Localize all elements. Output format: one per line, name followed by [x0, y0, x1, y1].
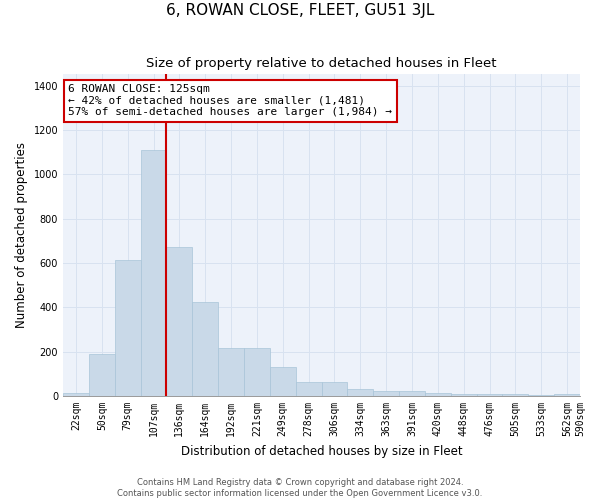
Bar — [529, 395, 554, 396]
Text: 6 ROWAN CLOSE: 125sqm
← 42% of detached houses are smaller (1,481)
57% of semi-d: 6 ROWAN CLOSE: 125sqm ← 42% of detached … — [68, 84, 392, 117]
Title: Size of property relative to detached houses in Fleet: Size of property relative to detached ho… — [146, 58, 497, 70]
Bar — [270, 367, 296, 396]
Bar — [63, 392, 89, 396]
Bar — [347, 390, 373, 396]
X-axis label: Distribution of detached houses by size in Fleet: Distribution of detached houses by size … — [181, 444, 463, 458]
Y-axis label: Number of detached properties: Number of detached properties — [15, 142, 28, 328]
Bar — [322, 382, 347, 396]
Bar — [244, 348, 270, 396]
Bar — [166, 248, 192, 396]
Bar — [476, 394, 502, 396]
Bar — [554, 394, 580, 396]
Bar — [140, 150, 166, 396]
Bar — [218, 348, 244, 396]
Text: 6, ROWAN CLOSE, FLEET, GU51 3JL: 6, ROWAN CLOSE, FLEET, GU51 3JL — [166, 2, 434, 18]
Bar — [296, 382, 322, 396]
Text: Contains HM Land Registry data © Crown copyright and database right 2024.
Contai: Contains HM Land Registry data © Crown c… — [118, 478, 482, 498]
Bar — [192, 302, 218, 396]
Bar — [451, 394, 476, 396]
Bar — [399, 390, 425, 396]
Bar — [115, 260, 140, 396]
Bar — [502, 394, 529, 396]
Bar — [373, 390, 399, 396]
Bar — [89, 354, 115, 396]
Bar — [425, 392, 451, 396]
